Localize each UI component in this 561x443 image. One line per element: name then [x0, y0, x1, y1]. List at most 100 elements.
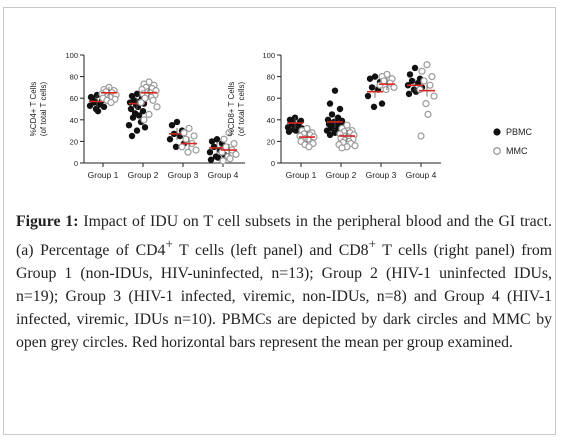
- data-point-mmc: [338, 144, 346, 152]
- data-point-pbmc: [370, 103, 378, 111]
- data-point-mmc: [390, 83, 398, 92]
- x-tick-label: Group 2: [326, 170, 357, 180]
- data-point-pbmc: [336, 105, 344, 113]
- figure-chart-area: 0 20 40 60 80 100 Group 1 Group 2 Group 3 Group 4…: [29, 51, 533, 180]
- data-point-mmc: [225, 129, 233, 137]
- data-point-mmc: [305, 143, 313, 151]
- data-point-pbmc: [328, 111, 336, 118]
- y-axis-label-sub: (of total T cells): [39, 81, 48, 136]
- data-point-pbmc: [94, 107, 102, 115]
- data-point-pbmc: [331, 87, 339, 94]
- y-tick-label: 80: [267, 73, 275, 82]
- data-point-pbmc: [129, 114, 137, 121]
- y-axis-label-sub: (of total T cells): [237, 81, 246, 136]
- legend-marker-pbmc: [493, 128, 501, 136]
- data-point-pbmc: [133, 127, 141, 134]
- data-point-pbmc: [378, 100, 386, 107]
- data-point-mmc: [423, 61, 431, 69]
- chart-panel-cd8: 0 20 40 60 80 100 Group 1 Group 2 Group 3 Group 4…: [227, 51, 441, 180]
- data-point-pbmc: [139, 107, 147, 115]
- data-point-pbmc: [285, 128, 293, 135]
- y-axis-label: %CD4+ T Cells: [29, 82, 38, 137]
- data-point-pbmc: [173, 118, 181, 126]
- x-tick-label: Group 2: [128, 170, 159, 180]
- data-point-mmc: [422, 99, 430, 108]
- data-point-pbmc: [87, 93, 95, 101]
- y-tick-label: 0: [74, 159, 78, 168]
- data-point-pbmc: [86, 102, 94, 109]
- data-point-pbmc: [364, 92, 372, 100]
- data-point-pbmc: [406, 71, 414, 78]
- data-point-pbmc: [368, 84, 376, 91]
- data-point-mmc: [232, 150, 240, 158]
- data-point-mmc: [426, 81, 434, 89]
- data-point-pbmc: [133, 90, 141, 98]
- y-tick-label: 60: [267, 94, 275, 103]
- data-point-pbmc: [213, 136, 221, 143]
- y-tick-label: 40: [70, 116, 78, 125]
- data-point-pbmc: [371, 73, 379, 80]
- data-point-pbmc: [166, 136, 174, 143]
- data-point-mmc: [220, 135, 228, 143]
- data-point-mmc: [182, 135, 190, 143]
- y-tick-label: 100: [65, 51, 78, 60]
- data-point-mmc: [428, 72, 436, 81]
- x-tick-label: Group 4: [208, 170, 239, 180]
- data-point-mmc: [226, 155, 234, 163]
- data-point-mmc: [420, 77, 428, 85]
- data-point-mmc: [137, 98, 145, 107]
- data-point-mmc: [230, 139, 238, 148]
- data-point-mmc: [184, 148, 192, 156]
- data-point-pbmc: [326, 131, 334, 139]
- data-point-mmc: [185, 124, 193, 133]
- data-point-pbmc: [100, 103, 108, 111]
- y-axis-label: %CD8+ T Cells: [227, 82, 236, 137]
- data-point-mmc: [190, 132, 198, 140]
- legend-label-pbmc: PBMC: [506, 127, 533, 137]
- data-point-mmc: [343, 121, 351, 129]
- x-tick-label: Group 3: [168, 170, 199, 180]
- legend-label-mmc: MMC: [506, 146, 528, 156]
- data-point-pbmc: [206, 149, 214, 156]
- data-point-pbmc: [207, 156, 215, 163]
- y-tick-label: 0: [271, 159, 275, 168]
- data-point-mmc: [145, 110, 153, 119]
- data-point-mmc: [141, 94, 149, 102]
- data-point-pbmc: [208, 138, 216, 145]
- data-point-mmc: [416, 85, 424, 94]
- x-tick-label: Group 3: [366, 170, 397, 180]
- y-tick-label: 20: [267, 137, 275, 146]
- y-tick-label: 100: [262, 51, 275, 60]
- data-point-mmc: [418, 67, 426, 75]
- data-point-mmc: [430, 92, 438, 100]
- data-point-pbmc: [168, 122, 176, 129]
- data-point-pbmc: [408, 77, 416, 85]
- y-tick-label: 60: [70, 94, 78, 103]
- figure-box: [3, 7, 556, 435]
- legend-marker-mmc: [493, 147, 501, 155]
- data-point-pbmc: [135, 112, 143, 119]
- figure-caption: Figure 1: Impact of IDU on T cell subset…: [16, 210, 552, 354]
- data-point-mmc: [180, 129, 188, 137]
- data-point-mmc: [107, 98, 115, 107]
- y-tick-label: 80: [70, 73, 78, 82]
- data-point-pbmc: [366, 75, 374, 82]
- data-point-mmc: [351, 142, 359, 150]
- data-point-pbmc: [326, 100, 334, 107]
- data-point-pbmc: [214, 154, 222, 161]
- figure-caption-label: Figure 1:: [16, 213, 79, 230]
- data-point-mmc: [192, 146, 200, 154]
- data-point-pbmc: [172, 143, 180, 150]
- chart-legend: PBMC MMC: [493, 127, 533, 156]
- data-point-mmc: [376, 81, 384, 89]
- data-point-pbmc: [126, 99, 134, 106]
- data-point-pbmc: [210, 143, 218, 150]
- y-tick-label: 20: [70, 137, 78, 146]
- data-point-mmc: [153, 103, 161, 111]
- figure-caption-text: Impact of IDU on T cell subsets in the p…: [16, 213, 553, 352]
- x-tick-label: Group 4: [406, 170, 437, 180]
- x-tick-label: Group 1: [286, 170, 317, 180]
- data-point-mmc: [424, 110, 432, 119]
- chart-panel-cd4: 0 20 40 60 80 100 Group 1 Group 2 Group 3 Group 4…: [29, 51, 245, 180]
- data-point-pbmc: [141, 124, 149, 131]
